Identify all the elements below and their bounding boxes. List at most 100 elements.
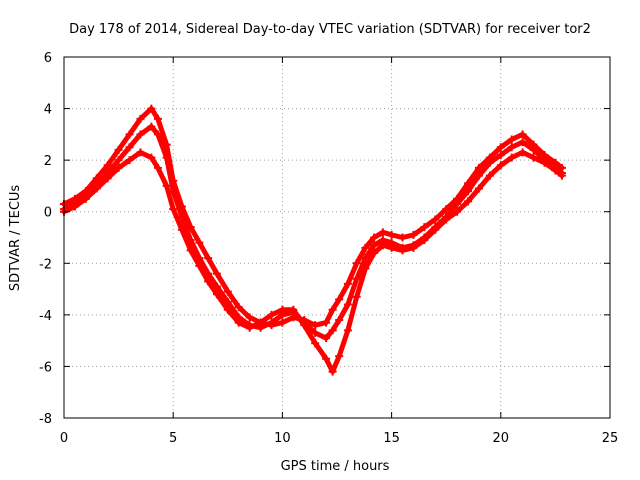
series-line-3 (61, 149, 565, 375)
data-point (92, 174, 101, 183)
data-point (352, 259, 361, 268)
data-point (361, 243, 370, 252)
data-point (529, 153, 538, 162)
data-point (245, 323, 254, 332)
data-point (442, 205, 451, 214)
data-point (378, 241, 387, 250)
data-point (212, 290, 221, 299)
data-point (177, 212, 186, 221)
data-point (518, 130, 527, 139)
data-point (125, 130, 134, 139)
data-point (464, 187, 473, 196)
data-point (125, 156, 134, 165)
data-point (153, 163, 162, 172)
y-tick-label: -8 (39, 412, 52, 427)
data-point (518, 148, 527, 157)
data-point (92, 184, 101, 193)
data-point (529, 145, 538, 154)
data-point (256, 318, 265, 327)
data-point (343, 326, 352, 335)
data-point (103, 161, 112, 170)
data-point (343, 300, 352, 309)
data-point (361, 254, 370, 263)
data-point (409, 243, 418, 252)
data-point (420, 236, 429, 245)
x-tick-label: 20 (493, 431, 510, 446)
data-point (153, 114, 162, 123)
data-point (322, 354, 331, 363)
data-point (551, 166, 560, 175)
data-point (352, 274, 361, 283)
data-point (496, 143, 505, 152)
data-point (300, 321, 309, 330)
data-point (485, 158, 494, 167)
data-point (278, 305, 287, 314)
data-point (245, 313, 254, 322)
data-point (311, 321, 320, 330)
data-point (204, 254, 213, 263)
data-point (234, 318, 243, 327)
x-tick-label: 15 (383, 431, 400, 446)
data-point (114, 145, 123, 154)
data-point (398, 246, 407, 255)
x-tick-label: 10 (274, 431, 291, 446)
data-point (370, 248, 379, 257)
x-tick-label: 0 (60, 431, 68, 446)
data-point (177, 225, 186, 234)
data-point (335, 295, 344, 304)
data-point (474, 163, 483, 172)
data-point (311, 328, 320, 337)
data-point (496, 161, 505, 170)
chart-title: Day 178 of 2014, Sidereal Day-to-day VTE… (69, 22, 591, 37)
data-point (378, 228, 387, 237)
data-point (431, 225, 440, 234)
data-point (204, 277, 213, 286)
data-point (442, 215, 451, 224)
data-point (153, 130, 162, 139)
y-tick-label: -4 (39, 309, 52, 324)
data-point (195, 238, 204, 247)
data-point (147, 122, 156, 131)
data-point (278, 318, 287, 327)
data-point (431, 215, 440, 224)
plot-frame (63, 56, 611, 419)
data-point (361, 264, 370, 273)
data-point (322, 318, 331, 327)
data-point (464, 197, 473, 206)
data-point (136, 130, 145, 139)
data-point (169, 205, 178, 214)
x-tick-label: 5 (169, 431, 177, 446)
y-tick-label: -6 (39, 360, 52, 375)
data-point (507, 153, 516, 162)
data-point (114, 156, 123, 165)
data-point (186, 246, 195, 255)
data-point (398, 233, 407, 242)
data-point (335, 316, 344, 325)
y-tick-label: -2 (39, 257, 52, 272)
y-tick-label: 0 (44, 206, 52, 221)
y-tick-label: 6 (44, 51, 52, 66)
data-point (507, 143, 516, 152)
data-point (485, 171, 494, 180)
data-point (420, 223, 429, 232)
data-point (136, 148, 145, 157)
data-point (223, 305, 232, 314)
data-point (234, 303, 243, 312)
data-point (343, 279, 352, 288)
data-point (81, 194, 90, 203)
data-point (328, 367, 337, 376)
data-point (409, 230, 418, 239)
data-point (387, 243, 396, 252)
data-point (507, 135, 516, 144)
data-point (267, 318, 276, 327)
data-point (453, 199, 462, 208)
series-line-1 (61, 106, 565, 328)
data-point (328, 326, 337, 335)
data-point (335, 352, 344, 361)
data-point (322, 334, 331, 343)
axis-ticks (63, 56, 611, 419)
data-point (267, 310, 276, 319)
data-point (453, 207, 462, 216)
data-point (540, 158, 549, 167)
data-point (557, 171, 566, 180)
